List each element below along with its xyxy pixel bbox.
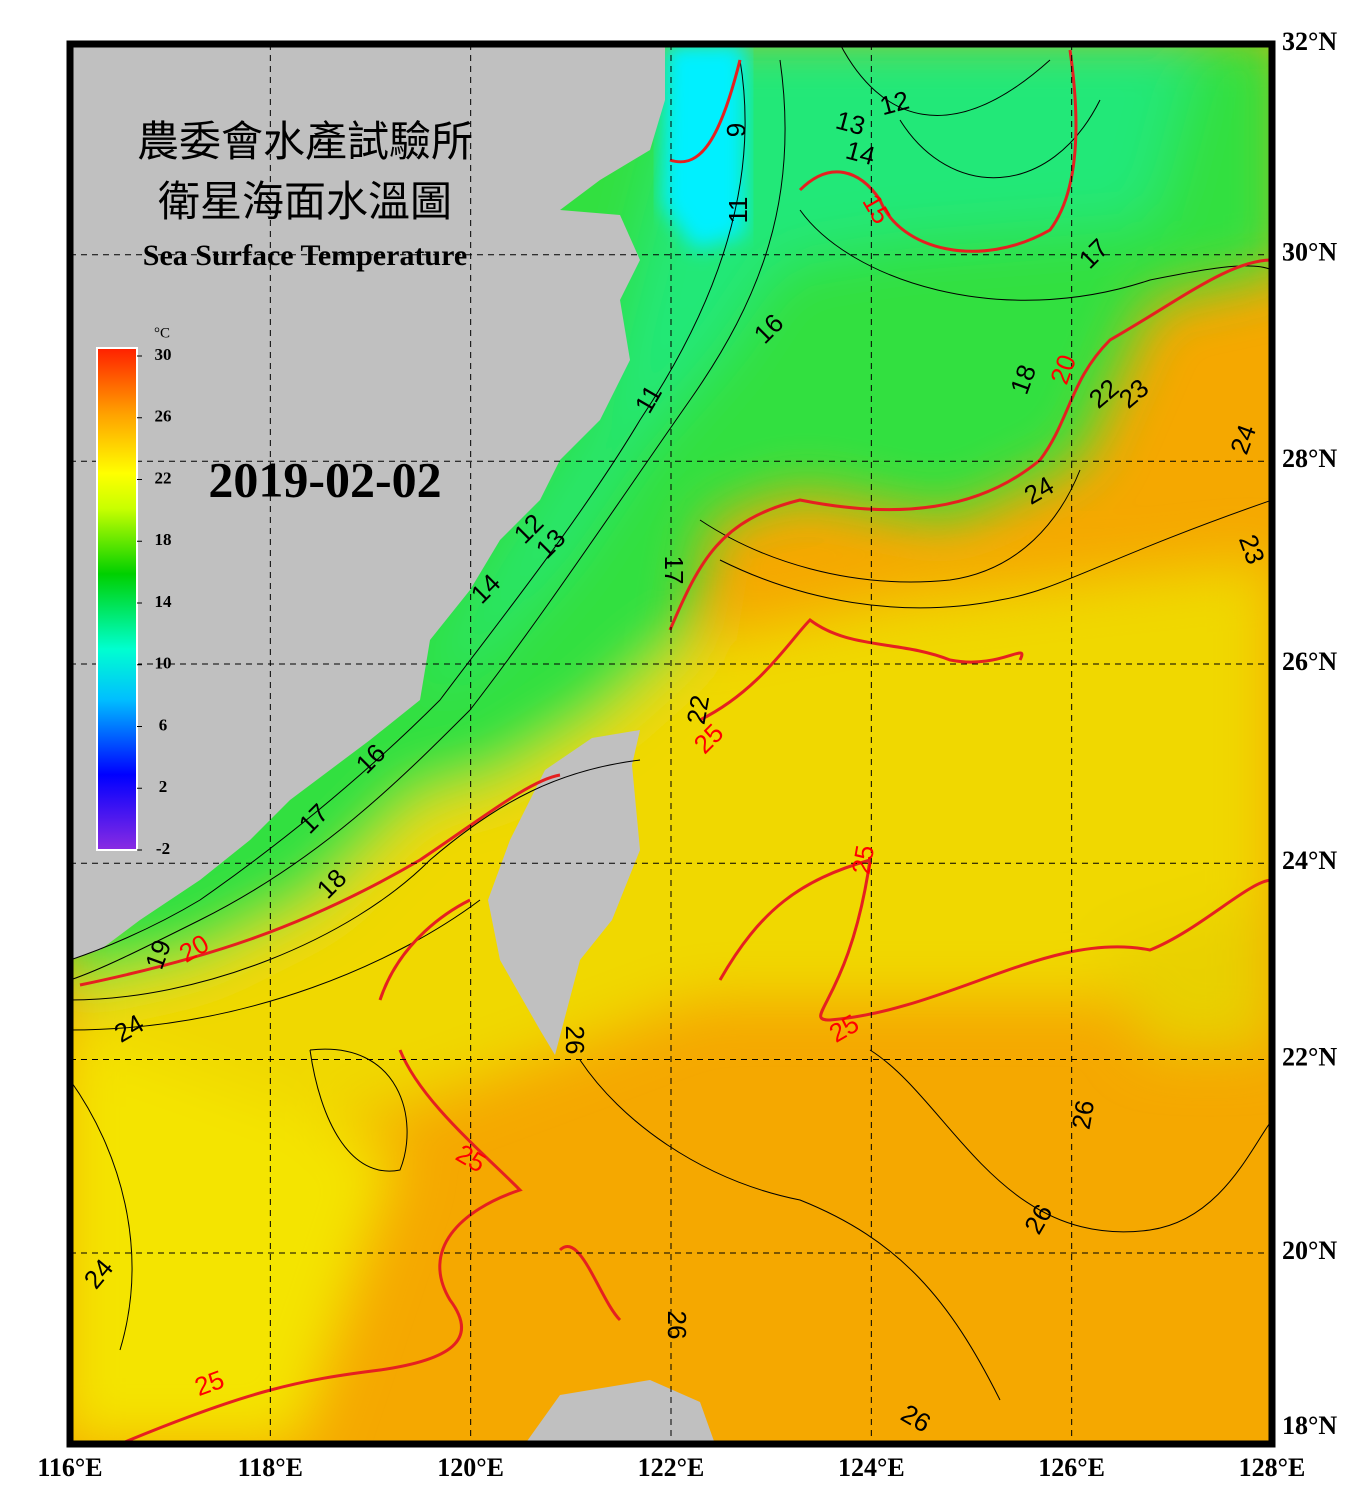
contour-label: 26: [662, 1311, 692, 1340]
map-frame: [66, 40, 1276, 1448]
red-isotherms: [79, 49, 1272, 1444]
contour-label: 22: [681, 693, 716, 727]
colorbar-unit: °C: [154, 325, 170, 341]
colorbar-tick-label: 18: [155, 530, 172, 549]
contour-label: 11: [723, 197, 753, 224]
lon-tick-label: 124°E: [838, 1453, 905, 1482]
colorbar-ticks: 30 26 22 18 14 10 6 2 -2: [137, 345, 172, 858]
date: 2019-02-02: [208, 451, 441, 507]
contour-label: 9: [721, 123, 751, 137]
colorbar-tick-label: -2: [156, 839, 170, 858]
lat-tick-label: 18°N: [1282, 1411, 1337, 1440]
lon-tick-label: 122°E: [638, 1453, 705, 1482]
lat-tick-label: 20°N: [1282, 1236, 1337, 1265]
colorbar-tick-label: 30: [155, 345, 172, 364]
lon-tick-label: 120°E: [437, 1453, 504, 1482]
lon-tick-label: 116°E: [37, 1453, 102, 1482]
lon-tick-label: 118°E: [238, 1453, 303, 1482]
colorbar-tick-label: 26: [155, 407, 172, 426]
cold-water: [662, 44, 745, 250]
lat-tick-label: 26°N: [1282, 647, 1337, 676]
colorbar-tick-label: 2: [159, 777, 168, 796]
map-subtitle: Sea Surface Temperature: [143, 239, 467, 272]
colorbar-tick-label: 22: [155, 468, 172, 487]
land-china: [70, 44, 665, 960]
isotherms: [70, 44, 1272, 1401]
lon-tick-label: 128°E: [1239, 1453, 1306, 1482]
map-title: 衛星海面水溫圖: [158, 177, 452, 226]
lat-tick-label: 30°N: [1282, 238, 1337, 267]
colorbar: [96, 347, 138, 851]
colorbar-tick-label: 6: [159, 715, 168, 734]
contour-label: 26: [1066, 1098, 1101, 1132]
colorbar-tick-label: 10: [155, 654, 172, 673]
land-taiwan: [488, 730, 640, 1055]
contour-label: 25: [846, 843, 881, 877]
contour-label: 17: [659, 556, 689, 585]
land-luzon: [525, 1380, 715, 1444]
lat-tick-label: 24°N: [1282, 846, 1337, 875]
lon-tick-label: 126°E: [1038, 1453, 1105, 1482]
lat-tick-label: 28°N: [1282, 444, 1337, 473]
lat-tick-label: 22°N: [1282, 1042, 1337, 1071]
colorbar-tick-label: 14: [155, 592, 173, 611]
contour-label: 26: [560, 1026, 590, 1055]
lat-tick-label: 32°N: [1282, 27, 1337, 56]
org-title: 農委會水產試驗所: [137, 117, 473, 166]
